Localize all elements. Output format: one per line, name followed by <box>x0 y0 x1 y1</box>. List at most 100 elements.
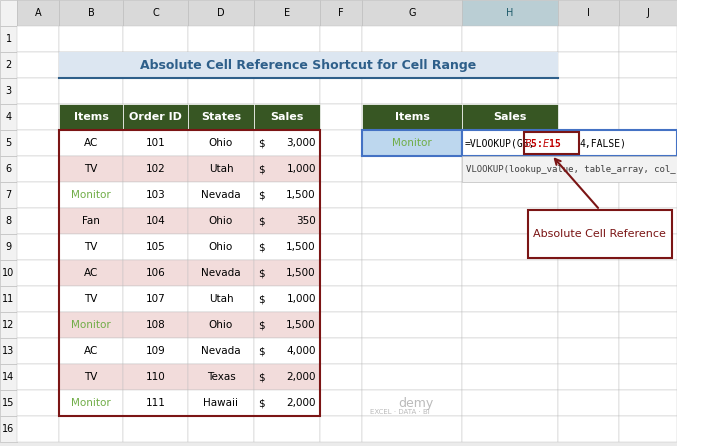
Text: Utah: Utah <box>208 294 233 304</box>
Bar <box>558 0 619 26</box>
Bar <box>17 234 59 260</box>
Bar <box>0 52 17 78</box>
Bar <box>320 26 362 52</box>
Bar <box>558 52 619 78</box>
Bar <box>254 312 320 338</box>
Text: Ohio: Ohio <box>209 138 233 148</box>
Bar <box>124 390 188 416</box>
Bar <box>558 390 619 416</box>
Text: $: $ <box>258 216 265 226</box>
Bar <box>254 312 320 338</box>
Text: Items: Items <box>74 112 109 122</box>
Bar <box>124 104 188 130</box>
Text: D: D <box>217 8 225 18</box>
Text: 103: 103 <box>146 190 166 200</box>
Bar <box>619 26 677 52</box>
Bar <box>188 286 254 312</box>
Bar <box>462 338 558 364</box>
Text: 1,500: 1,500 <box>286 242 316 252</box>
Text: Monitor: Monitor <box>71 398 111 408</box>
Text: 12: 12 <box>2 320 15 330</box>
Bar <box>320 234 362 260</box>
Bar <box>188 416 254 442</box>
Text: Hawaii: Hawaii <box>203 398 238 408</box>
Bar <box>124 286 188 312</box>
Bar <box>558 78 619 104</box>
Bar <box>320 208 362 234</box>
Text: E: E <box>284 8 290 18</box>
Bar <box>254 104 320 130</box>
Bar <box>124 208 188 234</box>
Bar <box>619 260 677 286</box>
Bar <box>59 390 124 416</box>
Bar <box>17 312 59 338</box>
Bar <box>59 338 124 364</box>
Text: 1,000: 1,000 <box>286 294 316 304</box>
Text: 111: 111 <box>146 398 166 408</box>
Bar <box>320 0 362 26</box>
Bar <box>124 260 188 286</box>
Bar <box>17 182 59 208</box>
Bar <box>17 104 59 130</box>
Bar <box>188 182 254 208</box>
Bar <box>558 104 619 130</box>
Text: 13: 13 <box>2 346 15 356</box>
Bar <box>619 364 677 390</box>
Bar <box>462 130 558 156</box>
Text: $: $ <box>258 372 265 382</box>
Bar <box>124 338 188 364</box>
Bar <box>254 416 320 442</box>
Bar <box>0 390 17 416</box>
Text: 1,500: 1,500 <box>286 320 316 330</box>
Bar <box>558 286 619 312</box>
Bar <box>254 338 320 364</box>
Text: 15: 15 <box>2 398 15 408</box>
Text: $: $ <box>258 138 265 148</box>
Bar <box>558 156 619 182</box>
Text: H: H <box>506 8 513 18</box>
Text: B: B <box>88 8 94 18</box>
Bar <box>462 416 558 442</box>
Bar <box>462 364 558 390</box>
Text: Ohio: Ohio <box>209 216 233 226</box>
Bar <box>254 26 320 52</box>
Bar <box>59 52 558 78</box>
Text: Absolute Cell Reference: Absolute Cell Reference <box>533 229 666 239</box>
Bar <box>320 416 362 442</box>
Text: $: $ <box>258 294 265 304</box>
Bar <box>462 208 558 234</box>
Bar <box>59 234 124 260</box>
Bar <box>362 104 462 130</box>
Text: 350: 350 <box>296 216 316 226</box>
Text: 105: 105 <box>146 242 166 252</box>
Text: Monitor: Monitor <box>71 190 111 200</box>
Bar <box>320 286 362 312</box>
Bar <box>254 0 320 26</box>
Bar <box>619 390 677 416</box>
Bar <box>124 234 188 260</box>
Text: =VLOOKUP(G5,: =VLOOKUP(G5, <box>465 138 536 148</box>
Bar <box>0 182 17 208</box>
Bar <box>320 390 362 416</box>
Bar <box>619 208 677 234</box>
Bar <box>59 156 124 182</box>
Bar <box>254 52 320 78</box>
Bar <box>254 208 320 234</box>
Text: A: A <box>34 8 41 18</box>
Bar <box>558 208 619 234</box>
Bar <box>619 338 677 364</box>
Bar <box>462 26 558 52</box>
Bar <box>59 52 124 78</box>
Bar <box>188 286 254 312</box>
Bar <box>59 208 124 234</box>
Bar <box>254 260 320 286</box>
Text: $: $ <box>258 242 265 252</box>
Bar <box>254 390 320 416</box>
Text: $: $ <box>258 268 265 278</box>
Bar <box>462 286 558 312</box>
Text: Items: Items <box>395 112 430 122</box>
Bar <box>188 182 254 208</box>
Bar <box>619 286 677 312</box>
Text: States: States <box>201 112 241 122</box>
Bar <box>362 0 462 26</box>
